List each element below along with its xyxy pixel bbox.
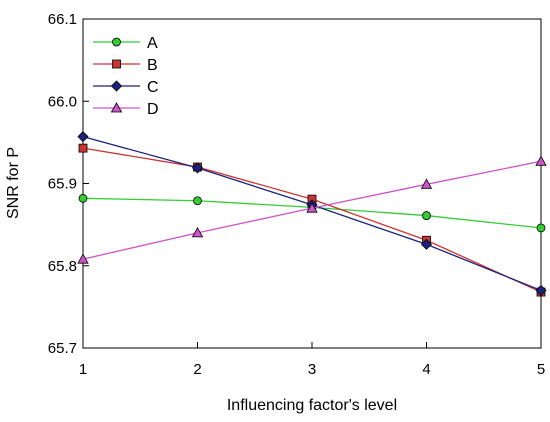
legend-marker (110, 102, 123, 113)
x-tick-label: 2 (193, 361, 201, 378)
data-point-b (78, 143, 88, 153)
y-tick-label: 65.8 (48, 258, 77, 275)
data-point-a (193, 196, 202, 206)
legend-label: C (147, 79, 159, 96)
y-tick-label: 66.1 (48, 11, 77, 28)
x-axis-title: Influencing factor's level (227, 397, 397, 414)
y-tick-label: 65.7 (48, 340, 77, 357)
legend-marker (112, 59, 121, 69)
legend-item-a: A (93, 35, 158, 52)
x-tick-label: 5 (537, 361, 545, 378)
legend-marker (110, 80, 123, 92)
data-point-a (422, 211, 431, 220)
data-point-d (535, 155, 547, 166)
legend-item-d: D (93, 101, 159, 118)
y-tick-label: 66.0 (48, 93, 77, 110)
legend-label: B (147, 57, 158, 74)
data-point-c (420, 238, 433, 250)
x-axis: 1 2 3 4 5 (79, 342, 545, 378)
y-tick-label: 65.9 (48, 176, 77, 193)
data-point-c (191, 162, 204, 174)
series-b (78, 143, 546, 297)
x-tick-label: 3 (308, 361, 316, 378)
data-point-c (535, 284, 547, 296)
x-tick-label: 4 (422, 361, 430, 378)
legend-marker (112, 37, 121, 47)
x-tick-label: 1 (79, 361, 87, 378)
data-point-a (78, 193, 88, 203)
legend-label: A (147, 35, 158, 52)
series-d (77, 155, 547, 264)
data-point-d (306, 202, 318, 213)
legend-item-b: B (93, 57, 158, 74)
data-point-d (420, 178, 433, 189)
legend-item-c: C (93, 79, 159, 96)
data-point-a (536, 223, 546, 233)
data-point-c (77, 131, 89, 143)
series-layer (77, 131, 547, 297)
data-point-d (191, 227, 204, 238)
data-point-d (77, 253, 89, 264)
y-axis: 65.7 65.8 65.9 66.0 66.1 (48, 11, 89, 357)
y-axis-title: SNR for P (5, 147, 22, 219)
legend-label: D (147, 101, 159, 118)
series-c (77, 131, 547, 296)
